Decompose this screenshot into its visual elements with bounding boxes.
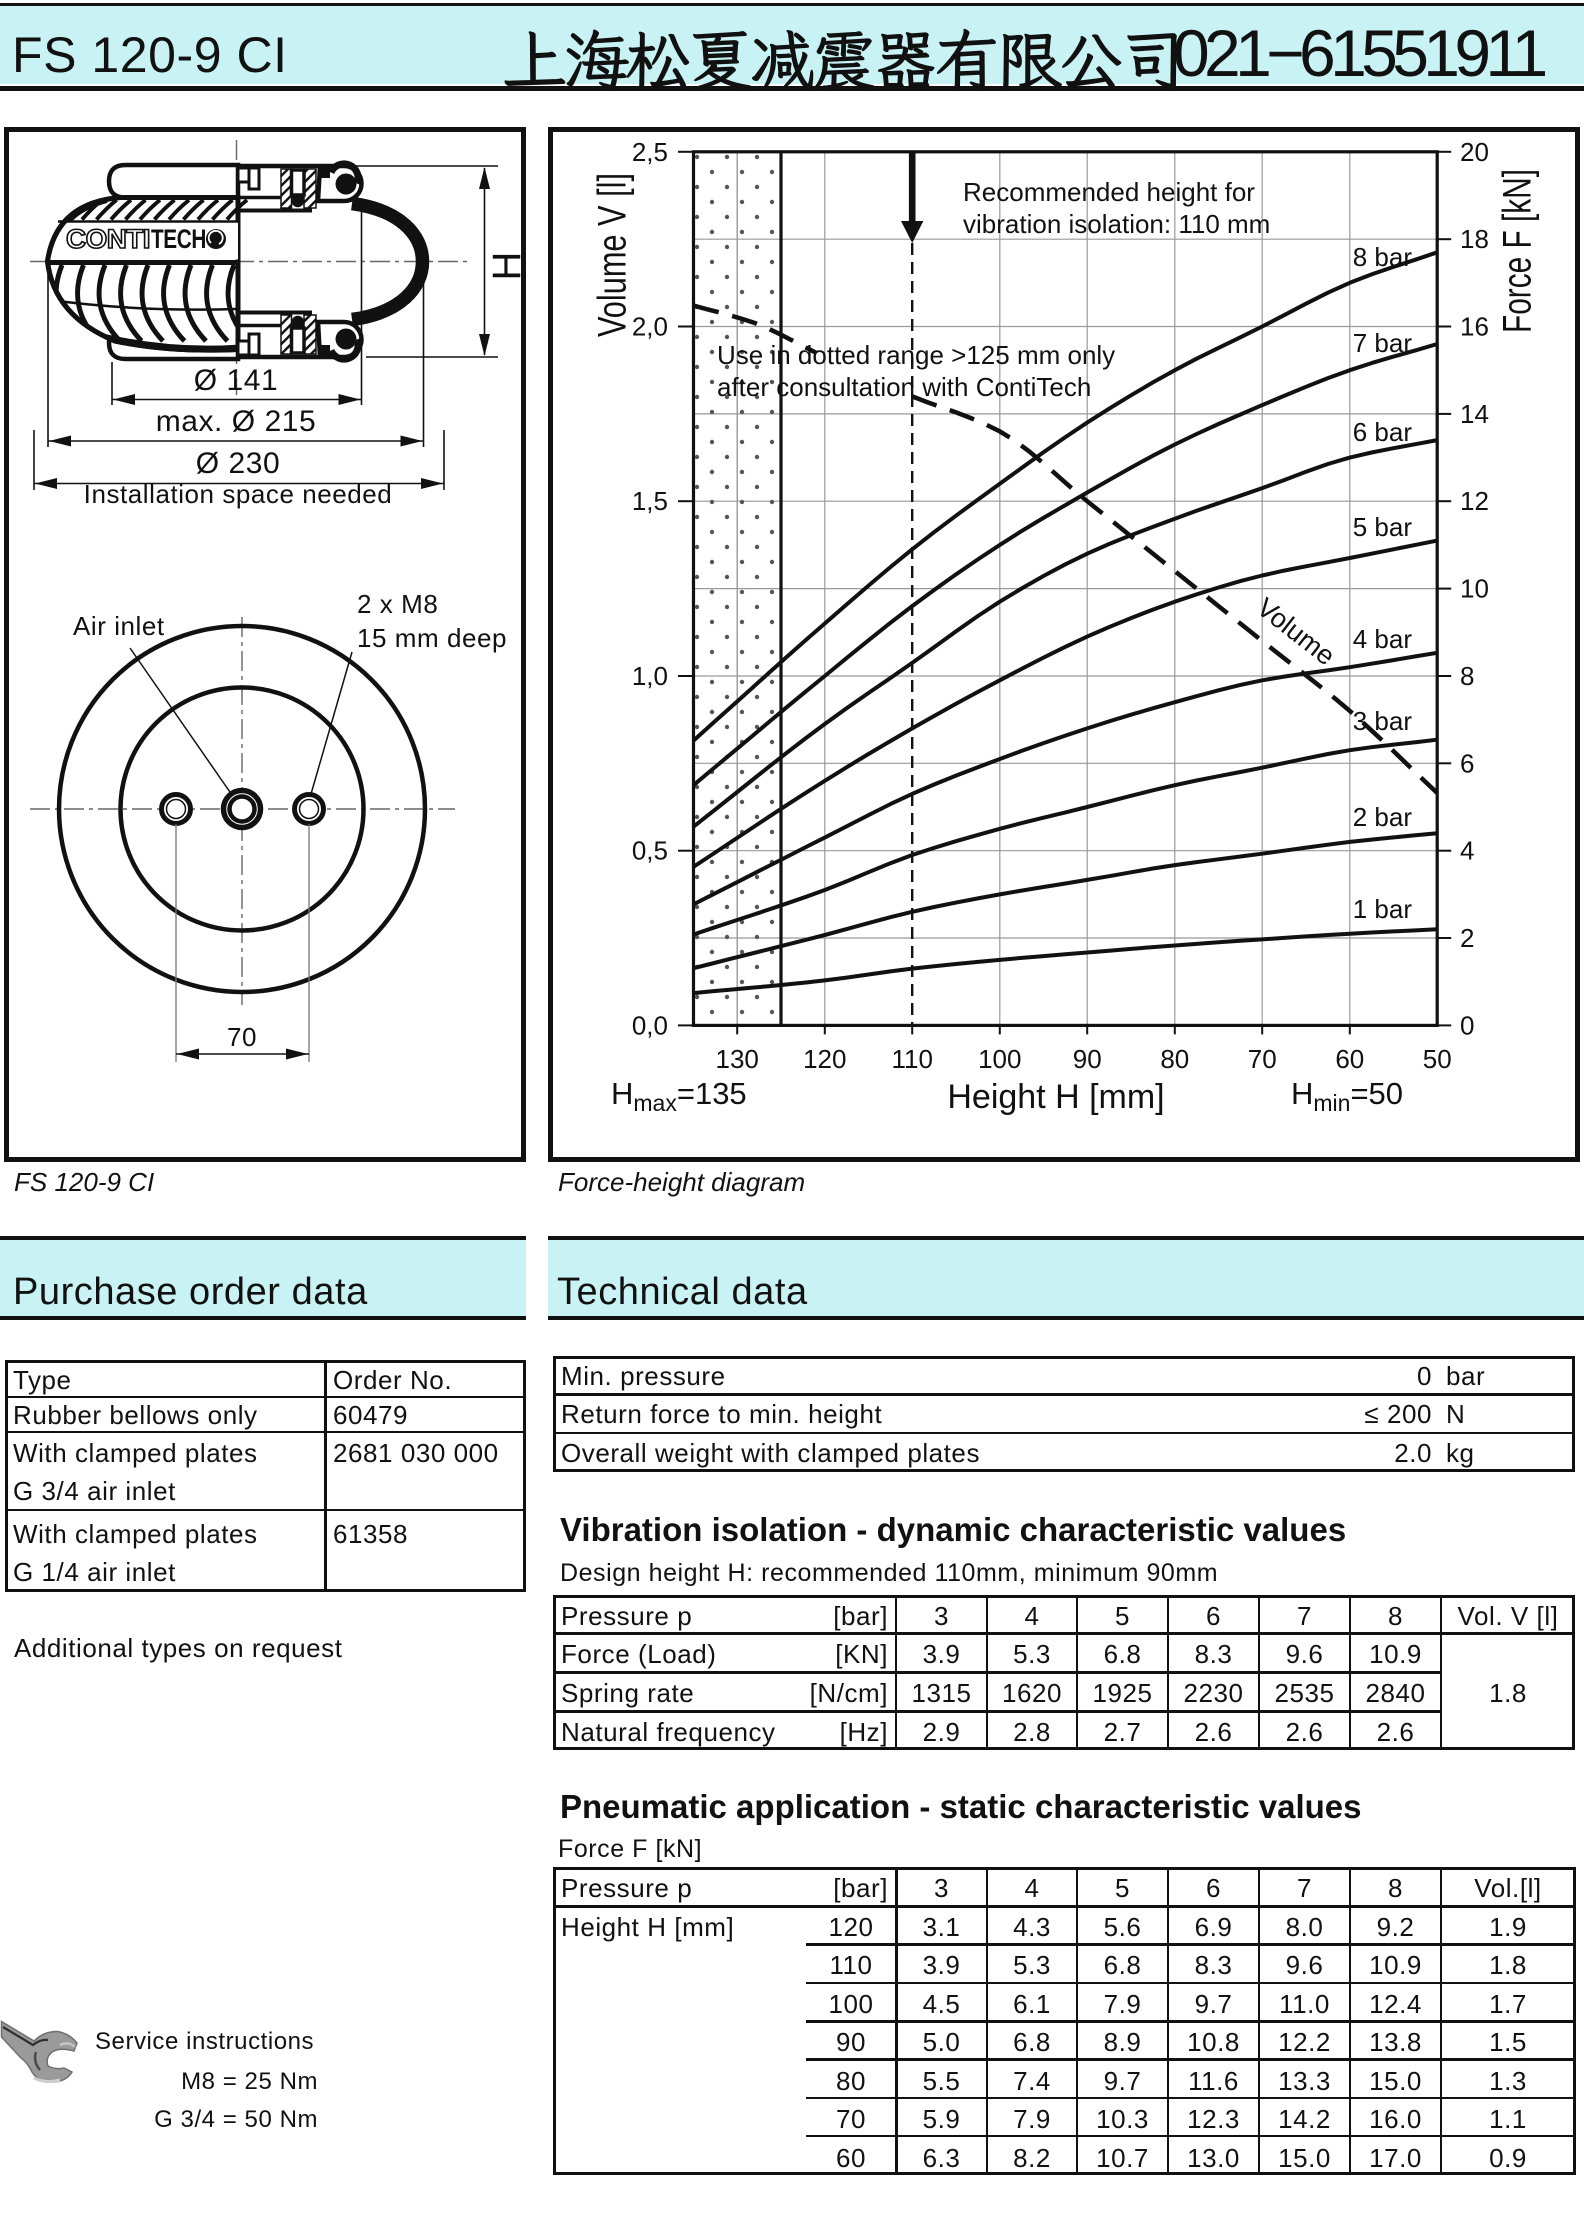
svg-text:7 bar: 7 bar xyxy=(1353,328,1413,358)
svg-text:70: 70 xyxy=(1248,1044,1277,1074)
svg-text:14: 14 xyxy=(1460,399,1489,429)
svg-text:4: 4 xyxy=(1460,836,1474,866)
svg-text:Force F [kN]: Force F [kN] xyxy=(1496,169,1540,333)
svg-text:16: 16 xyxy=(1460,312,1489,342)
svg-text:1,0: 1,0 xyxy=(632,661,668,691)
svg-text:2 bar: 2 bar xyxy=(1353,802,1413,832)
svg-text:vibration isolation: 110 mm: vibration isolation: 110 mm xyxy=(963,209,1270,239)
svg-text:CONTI: CONTI xyxy=(66,224,150,254)
svg-text:8: 8 xyxy=(1460,661,1474,691)
svg-text:H: H xyxy=(485,252,526,281)
svg-text:120: 120 xyxy=(803,1044,846,1074)
svg-text:Recommended height for: Recommended height for xyxy=(963,177,1255,207)
svg-text:80: 80 xyxy=(1160,1044,1189,1074)
svg-text:130: 130 xyxy=(716,1044,759,1074)
svg-text:90: 90 xyxy=(1073,1044,1102,1074)
svg-text:3 bar: 3 bar xyxy=(1353,706,1413,736)
svg-text:5 bar: 5 bar xyxy=(1353,512,1413,542)
svg-text:2,0: 2,0 xyxy=(632,312,668,342)
svg-text:Use in dotted range >125 mm on: Use in dotted range >125 mm only xyxy=(717,340,1115,370)
svg-text:after consultation with ContiT: after consultation with ContiTech xyxy=(717,372,1091,402)
svg-text:2,5: 2,5 xyxy=(632,137,668,167)
svg-text:Volume: Volume xyxy=(1251,592,1340,671)
svg-text:100: 100 xyxy=(978,1044,1021,1074)
svg-text:8 bar: 8 bar xyxy=(1353,242,1413,272)
svg-text:0,0: 0,0 xyxy=(632,1010,668,1040)
svg-text:0: 0 xyxy=(1460,1010,1474,1040)
svg-text:20: 20 xyxy=(1460,137,1489,167)
svg-text:1 bar: 1 bar xyxy=(1353,894,1413,924)
svg-text:Hmax=135: Hmax=135 xyxy=(611,1076,747,1116)
svg-text:6 bar: 6 bar xyxy=(1353,417,1413,447)
svg-text:Height H [mm]: Height H [mm] xyxy=(947,1078,1164,1116)
svg-text:110: 110 xyxy=(891,1044,932,1074)
svg-text:60: 60 xyxy=(1335,1044,1364,1074)
svg-text:0,5: 0,5 xyxy=(632,836,668,866)
svg-text:Hmin=50: Hmin=50 xyxy=(1291,1076,1403,1116)
svg-text:1,5: 1,5 xyxy=(632,486,668,516)
svg-text:4 bar: 4 bar xyxy=(1353,624,1413,654)
svg-text:12: 12 xyxy=(1460,486,1489,516)
svg-text:Volume V [l]: Volume V [l] xyxy=(591,173,635,337)
svg-text:2: 2 xyxy=(1460,923,1474,953)
svg-text:10: 10 xyxy=(1460,574,1489,604)
svg-text:6: 6 xyxy=(1460,748,1474,778)
svg-text:50: 50 xyxy=(1423,1044,1452,1074)
svg-text:18: 18 xyxy=(1460,224,1489,254)
svg-text:TECH: TECH xyxy=(151,224,206,254)
